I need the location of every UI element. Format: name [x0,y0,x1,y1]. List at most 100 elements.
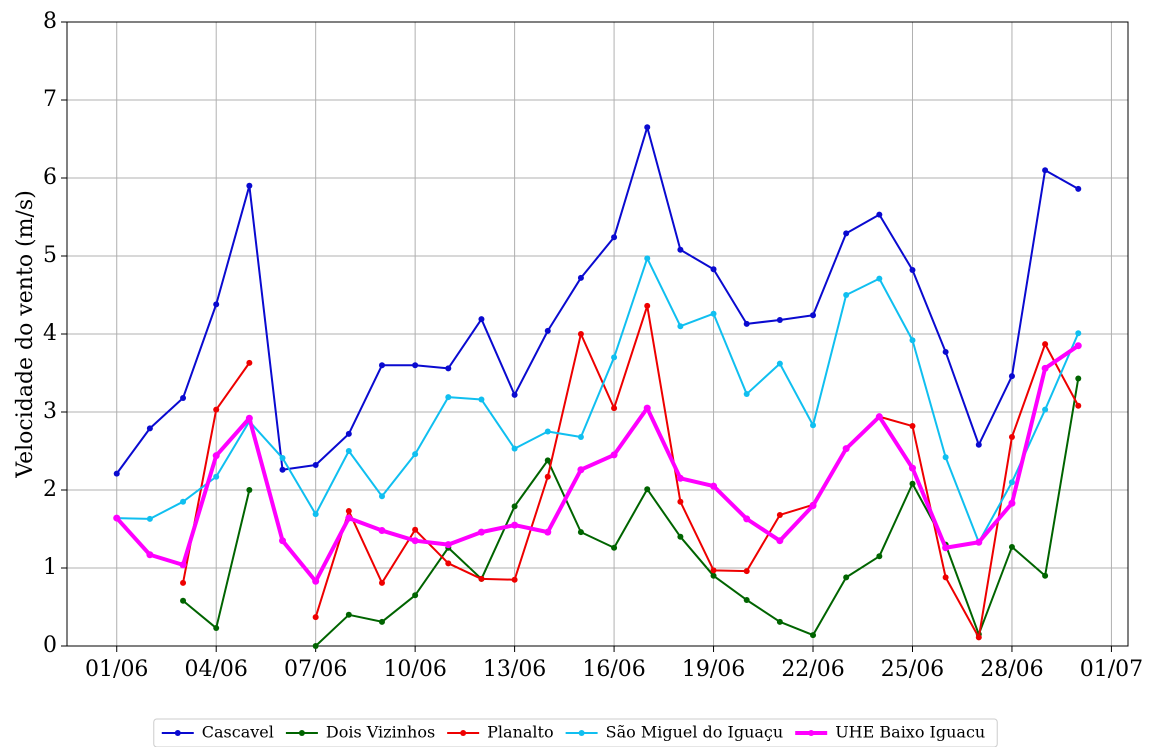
y-tick-label: 0 [43,633,57,658]
data-point [378,579,385,586]
x-tick-label: 13/06 [483,657,546,682]
series-line [115,344,1080,584]
y-tick-label: 8 [43,9,57,34]
data-point [246,182,253,189]
data-point [279,455,286,462]
x-tick-label: 07/06 [284,657,347,682]
data-point [312,511,319,518]
x-tick-label: 22/06 [781,657,844,682]
data-point [710,567,717,574]
data-point [113,470,120,477]
data-point [743,568,750,575]
data-point [378,527,386,535]
plot-frame [66,21,1129,647]
series-line [115,126,1079,475]
data-point [445,394,452,401]
data-point [1075,185,1082,192]
data-point [1008,499,1016,507]
data-point [843,230,850,237]
data-point [213,625,220,632]
series-line [116,257,1080,544]
data-point [909,423,916,430]
data-point [1042,341,1049,348]
data-point [677,533,684,540]
data-point [875,413,883,421]
legend-label: São Miguel do Iguaçu [606,723,784,742]
data-point [743,596,750,603]
data-point [1075,330,1082,337]
data-point [942,574,949,581]
x-tick-label: 28/06 [980,657,1043,682]
data-point [776,360,783,367]
legend-label: Dois Vizinhos [326,723,435,742]
data-point [511,576,518,583]
data-point [611,544,618,551]
data-point [1075,402,1082,409]
data-point [345,514,353,522]
data-point [245,414,253,422]
data-point [1075,375,1082,382]
data-point [378,618,385,625]
data-point [611,354,618,361]
data-point [146,551,154,559]
data-point [710,482,718,490]
data-point [1042,572,1049,579]
y-tick-label: 5 [43,243,57,268]
legend-marker [808,730,815,736]
data-point [677,246,684,253]
data-point [246,359,253,366]
data-point [378,362,385,369]
data-point [246,487,253,493]
x-tick-label: 16/06 [582,657,645,682]
data-point [312,577,320,585]
data-point [345,448,352,454]
legend-marker [460,730,467,736]
data-point [644,255,651,262]
data-point [611,405,618,412]
data-point [412,451,419,458]
legend-label: Planalto [487,723,553,742]
data-point [876,275,883,282]
data-point [412,362,419,369]
data-point [1042,167,1049,174]
data-point [842,445,850,453]
x-tick-label: 19/06 [682,657,745,682]
data-point [279,466,286,473]
data-point [312,643,319,649]
data-point [544,528,552,536]
data-point [942,544,950,552]
data-point [444,541,452,549]
series-line [314,378,1080,647]
legend-label: Cascavel [202,723,274,742]
data-point [212,452,220,460]
data-point [677,323,684,330]
data-point [544,473,551,480]
data-point [511,521,519,529]
series-line [314,304,1080,639]
data-point [146,515,153,522]
y-axis-label: Velocidade do vento (m/s) [13,190,38,479]
y-tick-label: 3 [43,399,57,424]
data-point [113,514,121,522]
data-point [577,331,584,337]
data-point [213,301,220,308]
data-point [676,474,684,482]
data-point [942,454,949,461]
data-point [213,473,220,480]
legend-marker [298,730,305,736]
data-point [610,451,618,459]
data-point [180,498,187,505]
y-tick-label: 7 [43,87,57,112]
data-point [1008,373,1015,380]
data-point [843,292,850,298]
data-point [511,503,518,510]
data-point [511,391,518,398]
data-point [445,560,452,567]
data-point [345,430,352,437]
data-point [312,462,319,469]
legend-marker [578,730,585,736]
data-point [213,406,220,413]
data-point [644,302,651,309]
legend-label: UHE Baixo Iguacu [835,723,985,742]
